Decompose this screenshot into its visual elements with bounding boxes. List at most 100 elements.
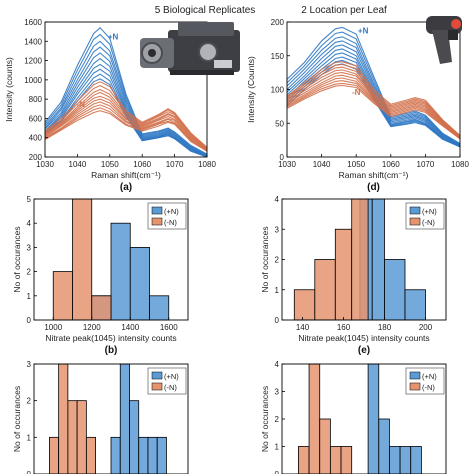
plus-n-histogram-bar [378, 418, 390, 474]
axes-frame [33, 198, 189, 321]
legend-entry-label: (-N) [164, 218, 177, 227]
y-tick-label: 200 [271, 18, 285, 27]
minus-n-spectrum-line [44, 104, 208, 151]
legend-entry-label: (-N) [422, 383, 435, 392]
y-tick-label: 2 [27, 268, 32, 277]
plus-n-histogram-bar [110, 222, 131, 321]
x-tick-label: 160 [337, 323, 351, 332]
x-tick-label: 1400 [121, 323, 139, 332]
plus-n-histogram-bar [404, 289, 426, 321]
minus-n-spectrum-line [44, 107, 208, 152]
x-tick-label: 1060 [133, 160, 151, 169]
y-tick-label: 400 [29, 134, 43, 143]
x-tick-label: 1200 [83, 323, 101, 332]
legend-swatch [409, 217, 421, 226]
plus-n-histogram-bar [149, 295, 170, 321]
minus-n-spectrum-line [286, 72, 461, 138]
minus-n-spectrum-line [286, 80, 461, 139]
x-tick-label: 1040 [313, 160, 331, 169]
y-tick-label: 3 [275, 388, 280, 397]
x-tick-label: 1050 [101, 160, 119, 169]
plus-n-histogram-bar [119, 363, 130, 474]
x-tick-label: 180 [378, 323, 392, 332]
x-tick-label: 140 [296, 323, 310, 332]
x-tick-label: 1030 [36, 160, 54, 169]
y-tick-label: 4 [27, 219, 32, 228]
minus-n-spectrum-line [44, 95, 208, 150]
minus-n-histogram-bar [76, 400, 87, 474]
x-axis-label: Nitrate peak(1045) intensity counts [45, 333, 176, 343]
legend-entry-label: (+N) [422, 372, 437, 381]
minus-n-spectrum-line [286, 74, 461, 138]
plus-n-histogram-bar [156, 436, 167, 474]
minus-n-histogram-bar [329, 446, 342, 474]
y-axis-label: No of occurances [12, 226, 22, 292]
y-tick-label: 3 [27, 243, 32, 252]
minus-n-spectrum-line [286, 69, 461, 138]
axes-frame [33, 363, 189, 474]
plus-n-histogram-bar [371, 198, 385, 321]
minus-n-histogram-bar [319, 418, 331, 474]
minus-n-spectrum-line [286, 77, 461, 139]
minus-n-histogram-bar [308, 363, 321, 474]
minus-n-spectrum-line [44, 88, 208, 149]
minus-n-histogram-bar [297, 446, 310, 474]
minus-n-histogram-bar [58, 363, 69, 474]
handheld-probe-icon [426, 16, 462, 64]
y-tick-label: 1400 [24, 37, 42, 46]
y-tick-label: 3 [27, 360, 32, 369]
minus-n-histogram-bar [334, 228, 353, 321]
y-tick-label: 50 [275, 119, 284, 128]
minus-n-spectrum-line [44, 101, 208, 151]
y-tick-label: 1 [27, 433, 32, 442]
x-tick-label: 200 [419, 323, 433, 332]
legend-entry-label: (-N) [164, 383, 177, 392]
minus-n-histogram-bar [85, 436, 97, 474]
y-tick-label: 1 [27, 292, 32, 301]
series-annotation-label: -N [352, 88, 361, 97]
panel-f-histogram: (+N) (-N) 0 1 2 3 4 No of occurances [260, 360, 447, 474]
minus-n-histogram-bar [351, 198, 369, 321]
y-tick-label: 1000 [24, 76, 42, 85]
legend-entry-label: (-N) [422, 218, 435, 227]
plus-n-histogram-bar [110, 436, 121, 474]
minus-n-spectrum-line [44, 98, 208, 150]
plus-n-spectrum-line [44, 40, 208, 156]
x-tick-label: 1040 [69, 160, 87, 169]
y-tick-label: 3 [275, 225, 280, 234]
x-axis-label: Nitrate peak(1045) intensity counts [298, 333, 429, 343]
x-tick-label: 1070 [166, 160, 184, 169]
y-tick-label: 4 [275, 360, 280, 369]
title-left: 5 Biological Replicates [155, 5, 256, 16]
panel-label: (a) [120, 182, 132, 193]
plus-n-spectrum-line [44, 52, 208, 157]
y-tick-label: 150 [271, 52, 285, 61]
minus-n-histogram-bar [52, 271, 73, 321]
x-tick-label: 1000 [44, 323, 62, 332]
y-tick-label: 0 [275, 470, 280, 474]
legend-swatch [409, 206, 421, 215]
spectrometer-icon [140, 22, 240, 75]
series-annotation-label: +N [358, 26, 369, 35]
plus-n-spectrum-line [286, 31, 461, 145]
series-annotation-label: -N [76, 100, 85, 109]
series-annotation-label: +N [108, 32, 119, 41]
panel-a-spectra: +N -N 1030 1040 1050 1060 1070 1080 200 400 600 800… [4, 18, 216, 193]
plus-n-histogram-bar [129, 246, 150, 321]
legend-swatch [409, 382, 421, 391]
y-tick-label: 0 [27, 316, 32, 325]
minus-n-histogram-bar [293, 289, 316, 321]
y-tick-label: 800 [29, 95, 43, 104]
minus-n-spectrum-line [286, 66, 461, 138]
plus-n-spectrum-line [44, 46, 208, 157]
title-right: 2 Location per Leaf [301, 5, 387, 16]
minus-n-histogram-bar [67, 400, 78, 474]
plus-n-histogram-bar [138, 436, 149, 474]
plus-n-histogram-bar [384, 259, 406, 321]
plus-n-histogram-bar [147, 436, 158, 474]
minus-n-histogram-bar [340, 446, 353, 474]
legend-swatch [151, 206, 163, 215]
minus-n-spectrum-line [286, 63, 461, 137]
axes-frame [44, 21, 208, 158]
panel-c-histogram: (+N) (-N) 0 1 2 3 No of occurances [12, 360, 189, 474]
